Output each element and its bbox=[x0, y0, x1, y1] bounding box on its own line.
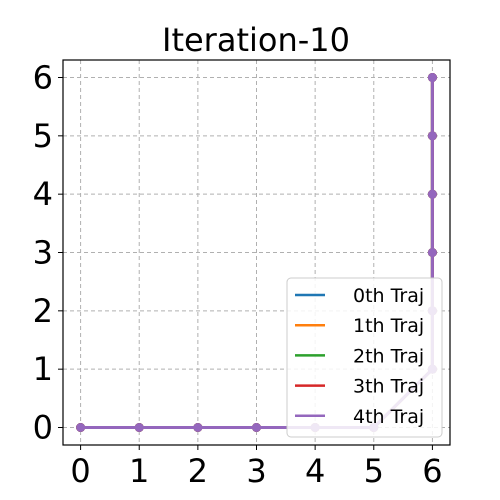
y-axis: 0 1 2 3 4 5 6 bbox=[33, 59, 63, 447]
series-4-point-3 bbox=[252, 423, 261, 432]
x-tick-label-1: 1 bbox=[129, 452, 149, 490]
series-4-point-9 bbox=[427, 189, 437, 199]
legend-label-4: 4th Traj bbox=[353, 406, 424, 428]
x-tick-label-5: 5 bbox=[364, 452, 384, 490]
series-4-point-1 bbox=[134, 423, 144, 432]
series-4-point-8 bbox=[427, 248, 437, 257]
series-4-point-0 bbox=[76, 423, 86, 432]
series-4-point-2 bbox=[193, 423, 203, 432]
x-tick-label-6: 6 bbox=[422, 452, 442, 490]
y-tick-label-2: 2 bbox=[33, 292, 53, 330]
y-tick-label-6: 6 bbox=[33, 59, 53, 97]
chart-title: Iteration-10 bbox=[162, 21, 350, 59]
legend-label-1: 1th Traj bbox=[353, 315, 424, 337]
y-tick-label-4: 4 bbox=[33, 175, 53, 213]
y-tick-label-3: 3 bbox=[33, 234, 53, 272]
x-tick-label-3: 3 bbox=[246, 452, 266, 490]
legend-label-0: 0th Traj bbox=[353, 285, 424, 307]
x-tick-label-4: 4 bbox=[305, 452, 325, 490]
legend-label-2: 2th Traj bbox=[353, 345, 424, 367]
legend: 0th Traj 1th Traj 2th Traj 3th Traj 4th Traj bbox=[286, 277, 443, 438]
y-tick-label-1: 1 bbox=[33, 350, 53, 388]
x-tick-label-0: 0 bbox=[70, 452, 90, 490]
y-tick-label-5: 5 bbox=[33, 117, 53, 155]
legend-box bbox=[286, 277, 443, 438]
x-tick-label-2: 2 bbox=[188, 452, 208, 490]
legend-label-3: 3th Traj bbox=[353, 376, 424, 398]
series-4-point-12 bbox=[427, 73, 437, 82]
y-tick-label-0: 0 bbox=[33, 409, 53, 447]
series-4-point-10 bbox=[427, 131, 437, 141]
